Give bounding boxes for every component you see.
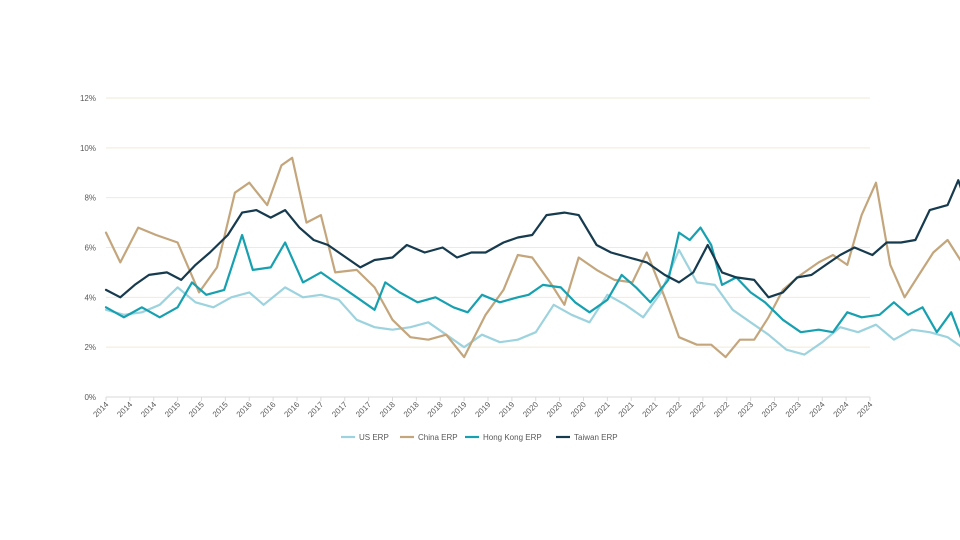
x-tick-label: 2018 bbox=[378, 400, 397, 419]
y-tick-label: 0% bbox=[84, 393, 96, 402]
x-tick-label: 2019 bbox=[497, 400, 516, 419]
x-tick-label: 2022 bbox=[688, 400, 707, 419]
legend-label-us-erp: US ERP bbox=[359, 433, 389, 442]
y-tick-label: 2% bbox=[84, 343, 96, 352]
x-tick-label: 2016 bbox=[259, 400, 278, 419]
x-tick-label: 2015 bbox=[211, 400, 230, 419]
x-tick-label: 2022 bbox=[664, 400, 683, 419]
x-tick-label: 2022 bbox=[712, 400, 731, 419]
x-tick-label: 2024 bbox=[855, 400, 874, 419]
y-tick-label: 6% bbox=[84, 244, 96, 253]
y-tick-label: 12% bbox=[80, 94, 96, 103]
legend: US ERP China ERP Hong Kong ERP Taiwan ERP bbox=[341, 433, 618, 442]
x-tick-label: 2021 bbox=[617, 400, 636, 419]
x-tick-label: 2017 bbox=[306, 400, 325, 419]
x-axis: 2014 2014 2014 2015 2015 2015 2016 2016 2016 2017… bbox=[91, 396, 875, 419]
x-tick-label: 2020 bbox=[521, 400, 540, 419]
x-tick-label: 2019 bbox=[473, 400, 492, 419]
x-tick-label: 2018 bbox=[402, 400, 421, 419]
x-tick-label: 2023 bbox=[736, 400, 755, 419]
series-line-taiwan-erp bbox=[104, 179, 960, 299]
x-tick-label: 2014 bbox=[139, 400, 158, 419]
y-tick-label: 4% bbox=[84, 293, 96, 302]
x-tick-label: 2023 bbox=[760, 400, 779, 419]
x-tick-label: 2015 bbox=[187, 400, 206, 419]
x-tick-label: 2017 bbox=[330, 400, 349, 419]
x-tick-label: 2014 bbox=[115, 400, 134, 419]
series-line-china-erp bbox=[104, 156, 960, 359]
x-tick-label: 2014 bbox=[91, 400, 110, 419]
y-tick-label: 10% bbox=[80, 144, 96, 153]
legend-label-china-erp: China ERP bbox=[418, 433, 458, 442]
x-tick-label: 2024 bbox=[832, 400, 851, 419]
x-tick-label: 2016 bbox=[235, 400, 254, 419]
y-axis: 0% 2% 4% 6% 8% 10% 12% bbox=[80, 94, 96, 402]
x-tick-label: 2021 bbox=[641, 400, 660, 419]
series-line-hong-kong-erp bbox=[104, 226, 960, 339]
x-tick-label: 2016 bbox=[282, 400, 301, 419]
x-tick-label: 2019 bbox=[450, 400, 469, 419]
x-tick-label: 2023 bbox=[784, 400, 803, 419]
y-tick-label: 8% bbox=[84, 194, 96, 203]
series-lines bbox=[104, 156, 960, 359]
legend-label-hong-kong-erp: Hong Kong ERP bbox=[483, 433, 542, 442]
x-tick-label: 2015 bbox=[163, 400, 182, 419]
x-tick-label: 2024 bbox=[808, 400, 827, 419]
x-tick-label: 2020 bbox=[545, 400, 564, 419]
x-tick-label: 2020 bbox=[569, 400, 588, 419]
x-tick-label: 2021 bbox=[593, 400, 612, 419]
x-tick-label: 2018 bbox=[426, 400, 445, 419]
series-line-us-erp bbox=[104, 248, 960, 356]
x-tick-label: 2017 bbox=[354, 400, 373, 419]
legend-label-taiwan-erp: Taiwan ERP bbox=[574, 433, 618, 442]
